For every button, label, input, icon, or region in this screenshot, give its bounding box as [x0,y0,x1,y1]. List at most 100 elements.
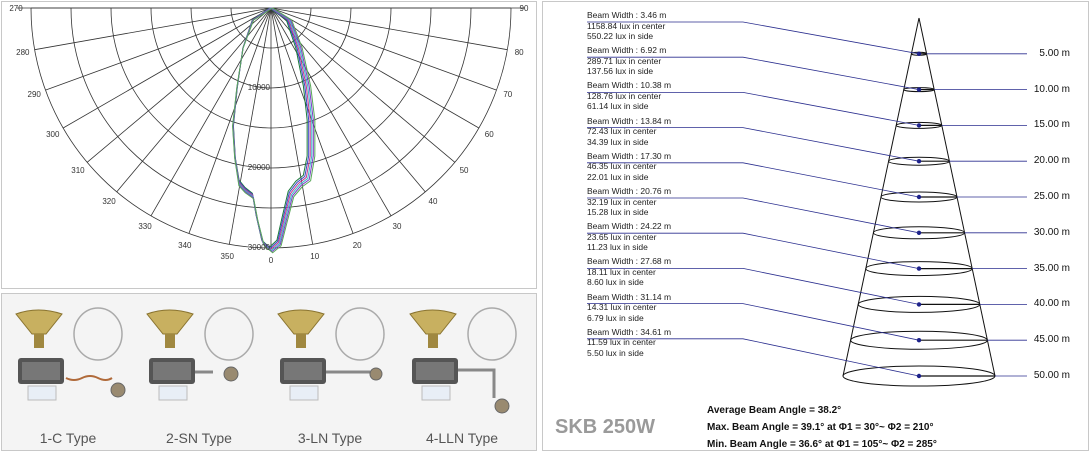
polar-angle-label: 70 [503,90,512,99]
distance-label: 20.00 m [1033,155,1070,167]
distance-label: 50.00 m [1033,370,1070,381]
polar-angle-label: 320 [102,197,116,206]
lamp-type-label: 1-C Type [39,430,97,446]
side-lux-text: 6.79 lux in side [587,312,644,323]
beam-width-text: Beam Width : 17.30 m [587,150,672,161]
lamp-type-4lln-image [409,307,517,414]
beam-angle-summary: Average Beam Angle = 38.2° Max. Beam Ang… [707,402,937,450]
lamp-type-item: 4-LLN Type [402,294,522,452]
polar-angle-label: 0 [269,256,274,265]
beam-cone-diagram [587,17,1027,387]
polar-angle-label: 290 [28,90,42,99]
lamp-type-1c-image [15,307,126,401]
distance-label: 15.00 m [1033,119,1070,131]
beam-width-text: Beam Width : 24.22 m [587,221,672,232]
side-lux-text: 34.39 lux in side [587,136,649,147]
beam-center-node [916,87,922,92]
beam-leader-line [587,197,920,234]
max-beam-angle: Max. Beam Angle = 39.1° at Φ1 = 30°~ Φ2 … [707,422,934,433]
polar-angle-label: 80 [515,48,524,57]
polar-grid-spoke [188,7,272,234]
center-lux-text: 32.19 lux in center [587,196,657,207]
beam-leader-line [587,21,920,55]
beam-leader-line [587,56,920,90]
distance-label: 40.00 m [1033,298,1070,310]
side-lux-text: 22.01 lux in side [587,171,649,182]
beam-info-block: Beam Width : 31.14 m 14.31 lux in center 6… [587,292,671,324]
polar-grid-spoke [270,7,480,129]
beam-angle-panel: Beam Width : 3.46 m 1158.84 lux in center… [542,1,1089,451]
intensity-curve [232,7,316,254]
side-lux-text: 15.28 lux in side [587,207,649,217]
product-title: SKB 250W [555,416,656,438]
beam-width-text: Beam Width : 10.38 m [587,80,672,91]
polar-grid-spoke [270,7,497,91]
center-lux-text: 128.76 lux in center [587,90,662,101]
beam-info-block: Beam Width : 3.46 m 1158.84 lux in center… [587,10,666,42]
beam-info-block: Beam Width : 6.92 m 289.71 lux in center 1… [587,45,666,77]
polar-angle-label: 350 [221,252,235,261]
polar-angle-label: 330 [138,222,152,231]
polar-luminous-intensity-diagram: 270 9028029030031032033034035080706050403… [9,4,529,265]
beam-width-text: Beam Width : 20.76 m [587,186,672,196]
lamp-type-item: 3-LN Type [270,294,390,452]
polar-grid-spoke [270,7,392,217]
beam-leader-line [587,232,920,269]
distance-label: 30.00 m [1033,226,1070,238]
beam-width-text: Beam Width : 13.84 m [587,115,672,126]
center-lux-text: 11.59 lux in center [587,337,656,348]
beam-width-text: Beam Width : 6.92 m [587,45,667,56]
distance-label: 25.00 m [1033,191,1070,202]
polar-grid-spoke [228,7,272,245]
beam-leader-line [587,92,920,126]
beam-info-block: Beam Width : 10.38 m 128.76 lux in center… [587,80,671,112]
beam-leader-line [587,303,920,341]
polar-grid-spoke [34,7,272,51]
side-lux-text: 11.23 lux in side [587,242,648,253]
polar-grid-spoke [116,7,272,193]
side-lux-text: 8.60 lux in side [587,277,644,288]
beam-info-block: Beam Width : 34.61 m 11.59 lux in center 5… [587,327,671,359]
center-lux-text: 23.65 lux in center [587,231,657,242]
beam-leader-line [587,127,920,162]
polar-angle-label: 60 [485,130,494,139]
center-lux-text: 72.43 lux in center [587,126,657,137]
distance-label: 5.00 m [1039,47,1070,59]
beam-info-block: Beam Width : 17.30 m 46.35 lux in center 2… [587,151,671,183]
beam-width-text: Beam Width : 31.14 m [587,291,672,302]
center-lux-text: 289.71 lux in center [587,55,662,66]
polar-ring-value-label: 10000 [248,83,271,92]
average-beam-angle: Average Beam Angle = 38.2° [707,405,842,416]
polar-angle-label: 90 [520,4,529,13]
beam-leader-line [587,162,920,198]
beam-info-block: Beam Width : 13.84 m 72.43 lux in center 3… [587,116,671,148]
polar-grid-spoke [150,7,272,217]
polar-angle-label: 280 [16,48,30,57]
polar-angle-label: 270 [9,4,23,13]
polar-angle-label: 300 [46,130,60,139]
beam-width-text: Beam Width : 34.61 m [587,326,672,337]
polar-diagram-panel: 270 90 280 290 300 310 320 330 340 350 80 70 60 50 40 3… [1,1,537,289]
lamp-types-panel: 1-C Type 2-SN Type 3-LN Type [1,293,537,451]
polar-angle-label: 40 [429,197,438,206]
beam-info-block: Beam Width : 27.68 m 18.11 lux in center 8… [587,256,671,288]
polar-angle-label: 310 [71,166,85,175]
distance-label: 10.00 m [1033,83,1070,95]
center-lux-text: 18.11 lux in center [587,266,656,277]
polar-angle-label: 50 [460,166,469,175]
beam-width-text: Beam Width : 3.46 m [587,10,667,20]
side-lux-text: 61.14 lux in side [587,101,649,112]
center-lux-text: 1158.84 lux in center [587,20,666,31]
beam-leader-line [587,338,920,377]
center-lux-text: 14.31 lux in center [587,302,657,313]
min-beam-angle: Min. Beam Angle = 36.6° at Φ1 = 105°~ Φ2… [707,439,937,450]
polar-grid-spoke [45,7,272,91]
lamp-type-item: 1-C Type [8,294,128,452]
side-lux-text: 5.50 lux in side [587,347,644,358]
beam-width-text: Beam Width : 27.68 m [587,256,672,267]
polar-ring-value-label: 30000 [248,243,271,252]
beam-info-block: Beam Width : 20.76 m 32.19 lux in center 1… [587,186,671,218]
distance-label: 35.00 m [1033,262,1070,274]
polar-ring-value-label: 20000 [248,163,271,172]
beam-info-block: Beam Width : 24.22 m 23.65 lux in center 1… [587,221,671,253]
